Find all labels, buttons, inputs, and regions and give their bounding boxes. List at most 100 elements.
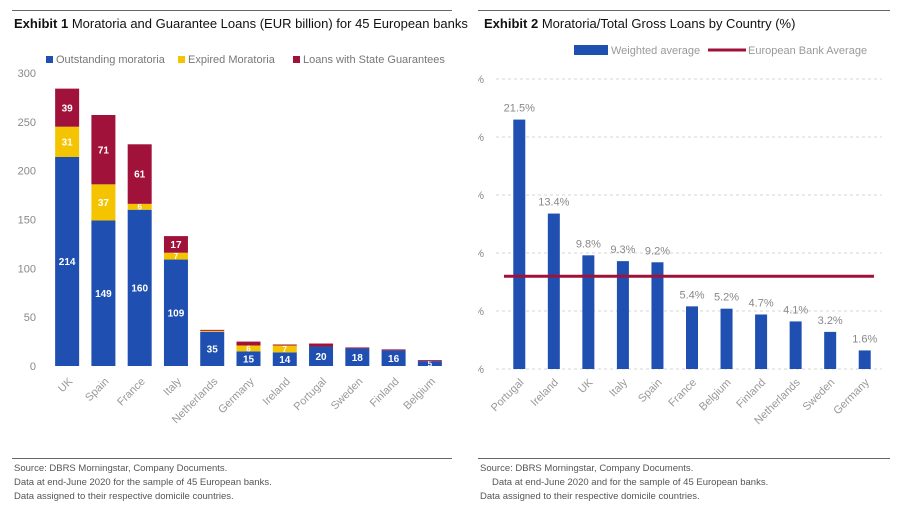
- bottom-rule-left: [12, 458, 452, 459]
- y-tick-label: 100: [18, 263, 36, 275]
- y-tick-label: 300: [18, 68, 36, 80]
- exhibit2-source-line: Data at end-June 2020 and for the sample…: [492, 477, 769, 488]
- bar-segment: [309, 343, 334, 347]
- y-tick-label: 5.0%: [478, 306, 484, 318]
- exhibit2-source-line: Source: DBRS Morningstar, Company Docume…: [480, 463, 694, 474]
- x-tick-label: UK: [56, 375, 76, 395]
- legend-label: Weighted average: [611, 45, 700, 57]
- bar-segment: [91, 220, 116, 366]
- bar-segment: [272, 352, 297, 366]
- exhibit1-source-line: Data assigned to their respective domici…: [14, 491, 234, 502]
- legend-label: Loans with State Guarantees: [303, 54, 445, 66]
- legend-swatch: [46, 56, 53, 63]
- bar-segment: [127, 203, 152, 210]
- bar-value-label: 1.6%: [852, 333, 877, 345]
- bar-label: 149: [95, 289, 112, 300]
- exhibit1-title: Exhibit 1 Moratoria and Guarantee Loans …: [14, 16, 468, 31]
- x-tick-label: France: [115, 376, 148, 409]
- bar: [686, 306, 698, 369]
- top-rule-right: [478, 10, 890, 11]
- bar-label: 37: [98, 198, 110, 209]
- bar-value-label: 21.5%: [504, 103, 535, 115]
- x-tick-label: Spain: [83, 376, 111, 404]
- bar-segment: [417, 360, 442, 362]
- bar-label: 20: [315, 352, 327, 363]
- x-tick-label: Ireland: [261, 376, 293, 408]
- bottom-rule-right: [478, 458, 890, 459]
- bar-segment: [345, 347, 370, 349]
- exhibit2-source: Source: DBRS Morningstar, Company Docume…: [480, 462, 768, 504]
- bar-segment: [163, 236, 188, 253]
- exhibit1-source-line: Data at end-June 2020 for the sample of …: [14, 477, 272, 488]
- y-tick-label: 150: [18, 215, 36, 227]
- bar-value-label: 9.2%: [645, 245, 670, 257]
- y-tick-label: 200: [18, 166, 36, 178]
- y-tick-label: 50: [24, 312, 36, 324]
- x-tick-label: Finland: [734, 377, 768, 411]
- bar-segment: [55, 156, 80, 366]
- exhibit2-chart: Weighted average European Bank Average 0.0…: [478, 45, 882, 427]
- exhibit2-title-text: Moratoria/Total Gross Loans by Country (…: [541, 16, 796, 31]
- x-tick-label: Portugal: [489, 377, 526, 414]
- bar-segment: [55, 126, 80, 157]
- exhibit1-title-text: Moratoria and Guarantee Loans (EUR billi…: [71, 16, 468, 31]
- x-tick-label: Italy: [161, 375, 184, 398]
- x-tick-label: UK: [576, 376, 596, 396]
- x-tick-label: Italy: [607, 376, 630, 399]
- exhibit2-source-line: Data assigned to their respective domici…: [480, 491, 700, 502]
- bar-segment: [163, 259, 188, 366]
- bar-label: 31: [62, 137, 74, 148]
- bar: [651, 262, 664, 369]
- y-tick-label: 0.0%: [478, 364, 484, 376]
- bar-label: 16: [388, 354, 400, 365]
- legend-label: Expired Moratoria: [188, 54, 276, 66]
- bar-segment: [200, 329, 225, 331]
- bar-segment: [127, 144, 152, 204]
- bar: [858, 350, 871, 369]
- bar: [789, 321, 802, 369]
- bar-label: 14: [279, 355, 291, 366]
- y-tick-label: 20.0%: [478, 132, 484, 144]
- bar-value-label: 5.2%: [714, 292, 739, 304]
- bar-label: 5: [428, 359, 433, 368]
- bar-value-label: 13.4%: [538, 197, 569, 209]
- legend-label: European Bank Average: [748, 45, 867, 57]
- bar-segment: [272, 345, 297, 353]
- bar-label: 109: [168, 308, 185, 319]
- bar: [616, 261, 629, 369]
- bar-label: 35: [207, 345, 219, 356]
- bar-segment: [417, 361, 442, 366]
- bar-segment: [236, 341, 261, 346]
- exhibit2-title-bold: Exhibit 2: [484, 16, 539, 31]
- bar-segment: [91, 114, 116, 185]
- bar-segment: [200, 330, 225, 332]
- x-tick-label: France: [666, 377, 699, 410]
- bar-segment: [55, 88, 80, 127]
- x-tick-label: Portugal: [292, 376, 329, 413]
- bar-label: 7: [174, 252, 179, 261]
- bar-segment: [309, 346, 334, 366]
- x-tick-label: Belgium: [401, 376, 438, 413]
- bar: [582, 255, 595, 369]
- y-tick-label: 25.0%: [478, 74, 484, 86]
- bar: [720, 308, 733, 369]
- bar-segment: [236, 351, 261, 366]
- bar-segment: [163, 252, 188, 260]
- bar-segment: [381, 349, 406, 351]
- x-tick-label: Germany: [216, 375, 257, 416]
- y-tick-label: 0: [30, 361, 36, 373]
- legend-label: Outstanding moratoria: [56, 54, 166, 66]
- bar-value-label: 9.3%: [610, 244, 635, 256]
- bar-segment: [91, 184, 116, 221]
- bar-label: 17: [170, 240, 182, 251]
- legend-swatch: [574, 45, 608, 55]
- bar-segment: [345, 348, 370, 366]
- top-rule-left: [12, 10, 452, 11]
- bar-segment: [381, 350, 406, 366]
- x-tick-label: Germany: [831, 376, 872, 417]
- exhibit1-title-bold: Exhibit 1: [14, 16, 69, 31]
- y-tick-label: 15.0%: [478, 190, 484, 202]
- bar-label: 18: [352, 353, 364, 364]
- x-tick-label: Belgium: [697, 377, 734, 414]
- bar: [547, 213, 560, 369]
